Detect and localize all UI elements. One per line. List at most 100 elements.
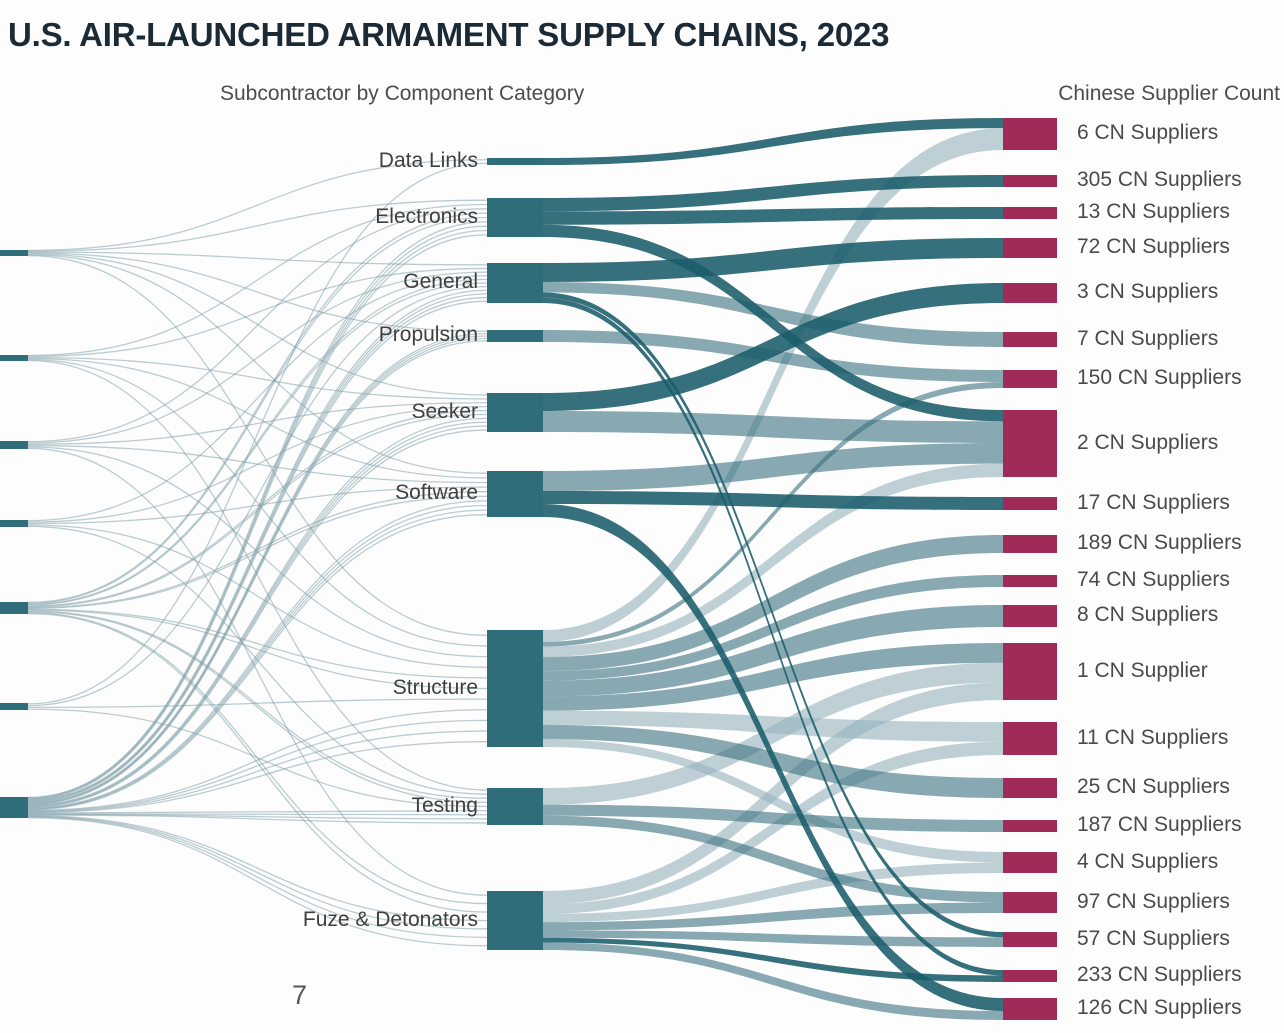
supplier-node-233-cn-suppliers (1003, 970, 1057, 982)
feeder-link (27, 254, 488, 474)
supplier-node-4-cn-suppliers (1003, 852, 1057, 873)
left-stub-node-7 (0, 797, 28, 818)
category-node-propulsion (487, 330, 543, 342)
flow-link-structure-to-2-cn-suppliers (543, 463, 1003, 657)
feeder-link (27, 417, 488, 806)
feeder-link (27, 358, 488, 647)
flow-link-general-to-233-cn-suppliers (543, 297, 1003, 976)
supplier-node-97-cn-suppliers (1003, 892, 1057, 913)
category-node-testing (487, 788, 543, 825)
feeder-link (27, 300, 488, 803)
feeder-link (27, 267, 488, 358)
left-stub-node-2 (0, 355, 28, 361)
feeder-link (27, 813, 488, 820)
feeder-link (27, 225, 488, 799)
flow-link-testing-to-97-cn-suppliers (543, 815, 1003, 903)
feeder-link (27, 340, 488, 806)
feeder-link (27, 610, 488, 799)
feeder-link (27, 612, 488, 913)
flow-link-structure-to-189-cn-suppliers (543, 535, 1003, 672)
flow-link-software-to-17-cn-suppliers (543, 491, 1003, 510)
feeder-link (27, 814, 488, 824)
supplier-node-74-cn-suppliers (1003, 575, 1057, 587)
feeder-link (27, 356, 488, 400)
feeder-link (27, 162, 488, 705)
flow-link-fuze-detonators-to-11-cn-suppliers (543, 741, 1003, 914)
feeder-link (27, 425, 488, 808)
flow-link-testing-to-187-cn-suppliers (543, 804, 1003, 832)
flow-link-structure-to-1-cn-supplier (543, 643, 1003, 711)
supplier-node-57-cn-suppliers (1003, 932, 1057, 947)
supplier-node-72-cn-suppliers (1003, 238, 1057, 258)
feeder-link (27, 429, 488, 808)
category-node-electronics (487, 198, 543, 237)
feeder-link (27, 229, 488, 800)
feeder-links-layer (27, 159, 488, 947)
feeder-link (27, 199, 488, 252)
feeder-link (27, 271, 488, 444)
left-stub-node-6 (0, 703, 28, 710)
feeder-link (27, 730, 488, 813)
category-node-software (487, 471, 543, 517)
flow-link-fuze-detonators-to-233-cn-suppliers (543, 937, 1003, 982)
feeder-link (27, 815, 488, 922)
left-stub-node-4 (0, 520, 28, 527)
flow-link-testing-to-1-cn-supplier (543, 662, 1003, 805)
feeder-link (27, 514, 488, 811)
flow-link-structure-to-150-cn-suppliers (543, 382, 1003, 647)
flow-link-structure-to-74-cn-suppliers (543, 575, 1003, 681)
feeder-link (27, 275, 488, 522)
feeder-link (27, 709, 488, 812)
flow-link-fuze-detonators-to-1-cn-supplier (543, 682, 1003, 905)
feeder-link (27, 816, 488, 939)
supplier-node-7-cn-suppliers (1003, 332, 1057, 347)
feeder-link (27, 285, 488, 707)
feeder-link (27, 159, 488, 252)
supplier-node-126-cn-suppliers (1003, 998, 1057, 1020)
feeder-link (27, 708, 488, 808)
feeder-link (27, 815, 488, 930)
flow-link-electronics-to-2-cn-suppliers (543, 224, 1003, 422)
page-number: 7 (292, 980, 308, 1010)
flow-link-data-links-to-6-cn-suppliers (543, 118, 1003, 165)
feeder-link (27, 293, 488, 802)
node-layer (0, 118, 1057, 1020)
flow-link-electronics-to-13-cn-suppliers (543, 207, 1003, 225)
category-node-data-links (487, 158, 543, 165)
supplier-node-189-cn-suppliers (1003, 535, 1057, 553)
flow-link-general-to-57-cn-suppliers (543, 292, 1003, 938)
feeder-link (27, 212, 488, 604)
page-title: U.S. AIR-LAUNCHED ARMAMENT SUPPLY CHAINS… (8, 16, 890, 53)
feeder-link (27, 296, 488, 802)
flow-link-software-to-126-cn-suppliers (543, 504, 1003, 1011)
category-node-fuze-detonators (487, 891, 543, 950)
feeder-link (27, 486, 488, 525)
feeder-link (27, 278, 488, 605)
feeder-link (27, 221, 488, 798)
feeder-link (27, 524, 488, 668)
middle-column-header: Subcontractor by Component Category (220, 82, 585, 105)
feeder-link (27, 337, 488, 805)
supplier-node-11-cn-suppliers (1003, 722, 1057, 755)
supplier-node-1-cn-supplier (1003, 643, 1057, 700)
supplier-node-25-cn-suppliers (1003, 778, 1057, 798)
feeder-link (27, 406, 488, 523)
supplier-node-17-cn-suppliers (1003, 497, 1057, 510)
feeder-link (27, 282, 488, 606)
feeder-link (27, 813, 488, 816)
flow-link-fuze-detonators-to-97-cn-suppliers (543, 902, 1003, 931)
feeder-link (27, 608, 488, 679)
feeder-link (27, 357, 488, 479)
flow-link-seeker-to-3-cn-suppliers (543, 283, 1003, 411)
feeder-link (27, 609, 488, 690)
supplier-node-8-cn-suppliers (1003, 605, 1057, 627)
supplier-node-150-cn-suppliers (1003, 370, 1057, 388)
feeder-link (27, 289, 488, 801)
flow-link-fuze-detonators-to-126-cn-suppliers (543, 942, 1003, 1020)
category-node-general (487, 263, 543, 303)
flow-link-seeker-to-2-cn-suppliers (543, 411, 1003, 443)
flow-link-structure-to-6-cn-suppliers (543, 128, 1003, 642)
left-stub-node-1 (0, 250, 28, 256)
